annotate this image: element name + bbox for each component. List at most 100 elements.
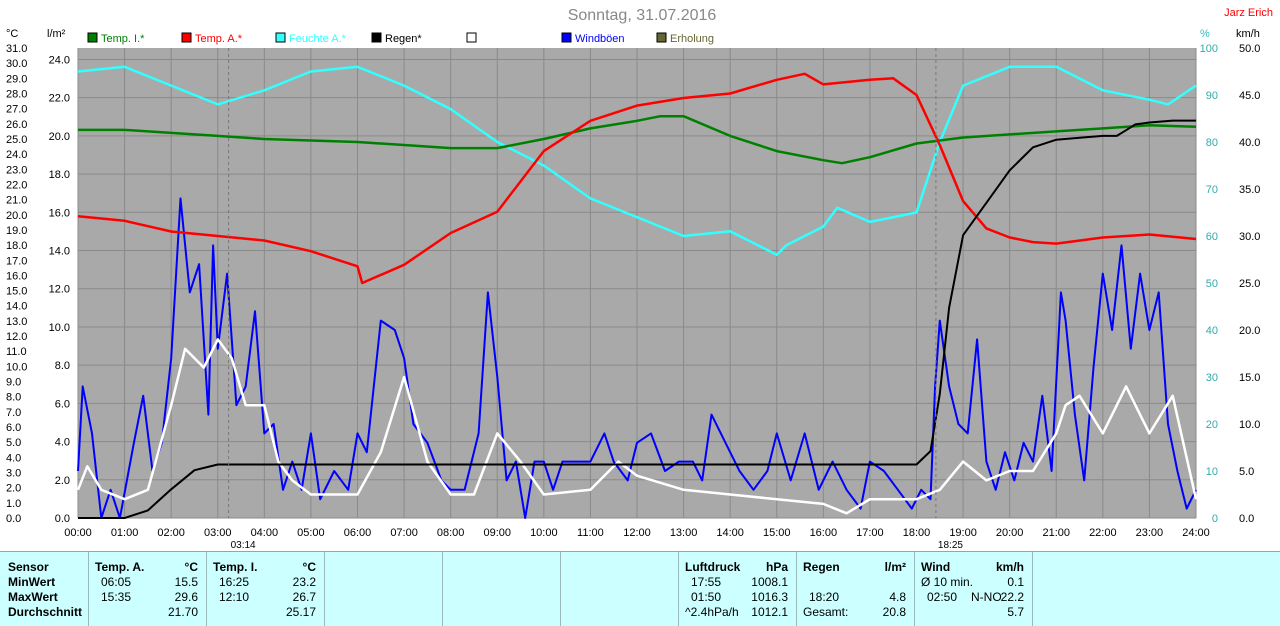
temp-tick-label: 24.0 [6, 149, 27, 161]
x-tick-label: 10:00 [530, 527, 558, 539]
wind-tick-label: 20.0 [1239, 325, 1260, 337]
x-tick-label: 13:00 [670, 527, 698, 539]
x-tick-label: 05:00 [297, 527, 325, 539]
temp-a-max-time: 15:35 [101, 590, 132, 604]
legend-label: Regen* [385, 33, 422, 45]
series-windben [77, 197, 1197, 519]
rain-tick-label: 24.0 [49, 54, 70, 66]
wind-tick-label: 5.0 [1239, 466, 1254, 478]
rain-axis-unit: l/m² [47, 28, 66, 40]
humidity-tick-label: 30 [1206, 372, 1218, 384]
wind-max-time: 02:50 [927, 590, 958, 604]
rain-max-time: 18:20 [809, 590, 840, 604]
temp-i-min-time: 16:25 [219, 575, 250, 589]
x-tick-label: 01:00 [111, 527, 139, 539]
temp-i-max-value: 26.7 [292, 590, 316, 604]
temp-i-max-time: 12:10 [219, 590, 250, 604]
series-wind [76, 338, 1198, 515]
wind-max-value: 22.2 [1000, 590, 1024, 604]
temp-tick-label: 7.0 [6, 407, 21, 419]
temp-tick-label: 28.0 [6, 88, 27, 100]
temp-tick-label: 10.0 [6, 361, 27, 373]
series-layer [76, 65, 1198, 519]
time-markers: 03:14 18:25 [228, 48, 963, 551]
x-tick-label: 23:00 [1136, 527, 1164, 539]
author-label: Jarz Erich [1224, 7, 1273, 19]
pressure-min-value: 1008.1 [751, 575, 788, 589]
sensor-header: Sensor [8, 560, 49, 574]
wind-max-direction: N-NO [971, 590, 1002, 604]
temp-tick-label: 27.0 [6, 104, 27, 116]
weather-chart: Sonntag, 31.07.2016 Jarz Erich °C l/m² %… [6, 7, 1273, 551]
humidity-tick-label: 50 [1206, 278, 1218, 290]
x-tick-label: 00:00 [64, 527, 92, 539]
rain-tick-label: 18.0 [49, 169, 70, 181]
series-regen [78, 119, 1196, 519]
x-tick-label: 20:00 [996, 527, 1024, 539]
marker-label: 18:25 [938, 540, 963, 551]
x-tick-label: 14:00 [716, 527, 744, 539]
temp-a-unit: °C [184, 560, 198, 574]
legend-swatch [656, 32, 667, 43]
wind-tick-label: 25.0 [1239, 278, 1260, 290]
rain-total: 20.8 [882, 605, 906, 619]
temp-i-unit: °C [302, 560, 316, 574]
rain-header: Regen [803, 560, 840, 574]
rain-tick-label: 6.0 [55, 398, 70, 410]
x-tick-label: 04:00 [251, 527, 279, 539]
wind-average: 5.7 [1007, 605, 1024, 619]
x-tick-label: 11:00 [577, 527, 604, 539]
temp-tick-label: 26.0 [6, 119, 27, 131]
rain-column: Regen l/m² 18:20 4.8 Gesamt: 20.8 [796, 552, 914, 626]
x-tick-label: 21:00 [1042, 527, 1070, 539]
wind-header: Wind [921, 560, 951, 574]
wind-unit: km/h [995, 560, 1024, 574]
wind-axis-unit: km/h [1236, 28, 1260, 40]
x-tick-label: 12:00 [623, 527, 651, 539]
temp-tick-label: 3.0 [6, 468, 21, 480]
temp-tick-label: 1.0 [6, 498, 21, 510]
empty-column-2 [442, 552, 560, 626]
x-tick-label: 02:00 [157, 527, 185, 539]
rain-tick-label: 14.0 [49, 246, 70, 258]
temp-a-min-time: 06:05 [101, 575, 132, 589]
wind-tick-label: 45.0 [1239, 90, 1260, 102]
x-tick-label: 19:00 [949, 527, 977, 539]
temp-tick-label: 0.0 [6, 513, 21, 525]
temp-tick-label: 14.0 [6, 301, 27, 313]
wind-tick-label: 15.0 [1239, 372, 1260, 384]
temp-tick-label: 15.0 [6, 286, 27, 298]
legend-label: Erholung [670, 33, 714, 45]
wind-tick-label: 30.0 [1239, 231, 1260, 243]
pressure-header: Luftdruck [685, 560, 741, 574]
temp-axis-unit: °C [6, 28, 18, 40]
temp-tick-label: 22.0 [6, 179, 27, 191]
x-tick-label: 17:00 [856, 527, 884, 539]
axis-ticks: 00:00 01:00 02:00 03:00 04:00 05:00 06:00 07:00… [6, 43, 1260, 539]
temp-tick-label: 12.0 [6, 331, 27, 343]
temp-tick-label: 31.0 [6, 43, 27, 55]
x-tick-label: 09:00 [483, 527, 511, 539]
humidity-tick-label: 80 [1206, 137, 1218, 149]
chart-title: Sonntag, 31.07.2016 [568, 7, 717, 24]
pressure-trend: ^2.4hPa/h [685, 605, 739, 619]
rain-tick-label: 10.0 [49, 322, 70, 334]
pressure-column: Luftdruck hPa 17:55 1008.1 01:50 1016.3 … [678, 552, 796, 626]
legend-swatch [87, 32, 98, 43]
legend-swatch [275, 32, 286, 43]
temp-a-max-value: 29.6 [174, 590, 198, 604]
temp-a-average: 21.70 [167, 605, 198, 619]
empty-column-4 [1032, 552, 1280, 626]
pressure-max-value: 1016.3 [751, 590, 788, 604]
temp-tick-label: 8.0 [6, 392, 21, 404]
humidity-tick-label: 100 [1200, 43, 1218, 55]
humidity-tick-label: 0 [1212, 513, 1218, 525]
rain-unit: l/m² [884, 560, 906, 574]
temp-tick-label: 5.0 [6, 437, 21, 449]
sensor-column: Sensor MinWert MaxWert Durchschnitt [0, 552, 88, 626]
row-label-max: MaxWert [8, 590, 58, 604]
temp-tick-label: 2.0 [6, 483, 21, 495]
temp-tick-label: 13.0 [6, 316, 27, 328]
temp-tick-label: 30.0 [6, 58, 27, 70]
wind-column: Wind km/h Ø 10 min. 0.1 02:50 N-NO 22.2 … [914, 552, 1032, 626]
